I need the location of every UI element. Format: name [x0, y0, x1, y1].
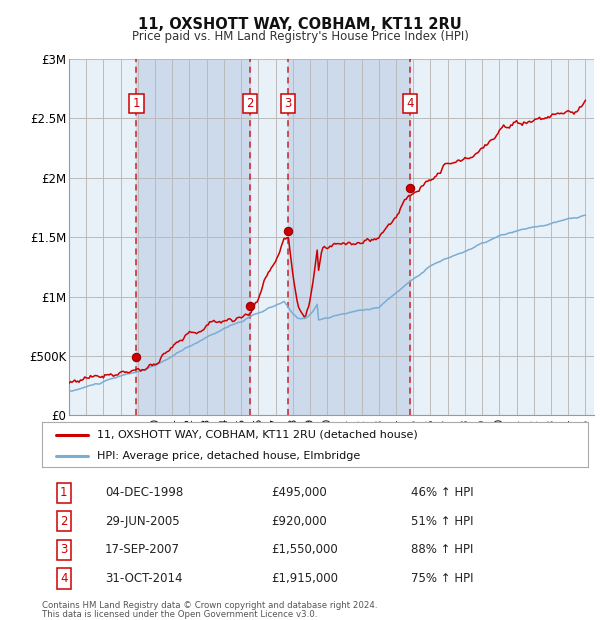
Text: 11, OXSHOTT WAY, COBHAM, KT11 2RU (detached house): 11, OXSHOTT WAY, COBHAM, KT11 2RU (detac… — [97, 430, 418, 440]
Text: £1,550,000: £1,550,000 — [271, 544, 338, 556]
Text: 29-JUN-2005: 29-JUN-2005 — [105, 515, 179, 528]
Text: 3: 3 — [60, 544, 68, 556]
Text: £920,000: £920,000 — [271, 515, 327, 528]
Text: 4: 4 — [60, 572, 68, 585]
Text: 2: 2 — [60, 515, 68, 528]
Text: 1: 1 — [60, 487, 68, 499]
Text: 11, OXSHOTT WAY, COBHAM, KT11 2RU: 11, OXSHOTT WAY, COBHAM, KT11 2RU — [138, 17, 462, 32]
Text: 17-SEP-2007: 17-SEP-2007 — [105, 544, 180, 556]
Text: 51% ↑ HPI: 51% ↑ HPI — [410, 515, 473, 528]
Text: 2: 2 — [246, 97, 253, 110]
Text: 3: 3 — [284, 97, 292, 110]
Text: 88% ↑ HPI: 88% ↑ HPI — [410, 544, 473, 556]
Text: 31-OCT-2014: 31-OCT-2014 — [105, 572, 182, 585]
Text: £495,000: £495,000 — [271, 487, 327, 499]
Text: This data is licensed under the Open Government Licence v3.0.: This data is licensed under the Open Gov… — [42, 610, 317, 619]
Text: £1,915,000: £1,915,000 — [271, 572, 338, 585]
Bar — [136, 59, 250, 415]
Text: 46% ↑ HPI: 46% ↑ HPI — [410, 487, 473, 499]
Text: 1: 1 — [133, 97, 140, 110]
Text: HPI: Average price, detached house, Elmbridge: HPI: Average price, detached house, Elmb… — [97, 451, 360, 461]
Text: 4: 4 — [407, 97, 414, 110]
Text: Price paid vs. HM Land Registry's House Price Index (HPI): Price paid vs. HM Land Registry's House … — [131, 30, 469, 43]
Text: Contains HM Land Registry data © Crown copyright and database right 2024.: Contains HM Land Registry data © Crown c… — [42, 601, 377, 611]
Bar — [288, 59, 410, 415]
Text: 75% ↑ HPI: 75% ↑ HPI — [410, 572, 473, 585]
Text: 04-DEC-1998: 04-DEC-1998 — [105, 487, 183, 499]
